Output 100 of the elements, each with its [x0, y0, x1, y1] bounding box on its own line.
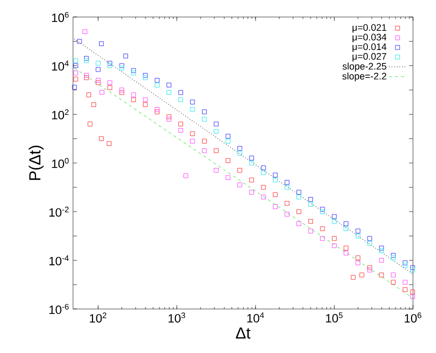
point: [320, 226, 325, 232]
x-axis-title: Δt: [236, 327, 250, 339]
point: [96, 67, 100, 72]
point: [272, 192, 278, 197]
point: [379, 246, 384, 250]
point: [178, 97, 184, 102]
x-tick-label: 10$^{5}$: [326, 312, 343, 322]
point: [390, 280, 396, 285]
point: [131, 97, 136, 102]
point: [344, 226, 348, 232]
point: [249, 160, 254, 166]
point: [332, 214, 337, 219]
point: [390, 272, 396, 278]
point: [226, 175, 230, 180]
point: [190, 107, 195, 112]
point: [214, 122, 219, 126]
point: [284, 180, 290, 185]
point: [202, 138, 207, 144]
x-tick-label: 10$^{3}$: [168, 312, 186, 323]
point: [190, 131, 195, 136]
point: [332, 243, 337, 248]
point: [261, 166, 266, 170]
point: [190, 138, 195, 144]
point: [73, 58, 78, 64]
point: [402, 262, 408, 268]
point: [261, 194, 266, 200]
point: [178, 128, 184, 133]
point: [226, 158, 230, 163]
point: [249, 178, 254, 182]
point: [308, 197, 313, 202]
y-tick-label: 10$^{0}$: [52, 158, 69, 168]
point: [107, 63, 112, 68]
point: [84, 72, 89, 78]
y-axis-title: P(Δt): [28, 146, 44, 180]
point: [237, 150, 242, 156]
point: [367, 240, 372, 246]
legend-label: slope-2.25: [342, 62, 386, 72]
point: [84, 75, 89, 80]
point: [379, 248, 384, 253]
point: [237, 168, 242, 173]
point: [166, 114, 172, 120]
point: [107, 85, 112, 90]
point: [332, 236, 337, 241]
point: [96, 78, 100, 83]
point: [296, 190, 302, 195]
point: [402, 280, 408, 285]
point: [356, 234, 360, 238]
x-tick-label: 10$^{6}$: [404, 312, 422, 323]
point: [202, 110, 207, 114]
y-tick-label: 10$^{-2}$: [49, 206, 69, 217]
y-tick-label: 10$^{-6}$: [49, 304, 69, 314]
point: [166, 82, 172, 88]
point: [332, 218, 337, 224]
point: [178, 90, 184, 95]
x-tick-label: 10$^{4}$: [247, 312, 264, 322]
legend-label: slope=-2.2: [342, 72, 386, 82]
point: [272, 178, 278, 182]
point: [320, 209, 325, 214]
point: [308, 218, 313, 224]
point: [178, 122, 184, 126]
y-tick-label: 10$^{6}$: [52, 12, 69, 22]
point: [154, 110, 160, 114]
point: [84, 56, 89, 61]
point: [96, 80, 100, 86]
point: [390, 253, 396, 258]
legend-label: μ=0.027: [352, 53, 386, 62]
point: [367, 268, 372, 272]
point: [356, 260, 360, 266]
point: [284, 184, 290, 190]
point: [237, 146, 242, 151]
point: [154, 82, 160, 88]
point: [344, 250, 348, 256]
point: [344, 246, 348, 250]
point: [214, 168, 219, 173]
point: [284, 200, 290, 206]
point: [308, 202, 313, 207]
point: [166, 90, 172, 95]
point: [402, 287, 408, 292]
legend-label: μ=0.014: [352, 43, 386, 52]
point: [296, 221, 302, 226]
point: [379, 272, 384, 278]
point: [296, 194, 302, 200]
point: [249, 190, 254, 195]
point: [131, 70, 136, 76]
point: [390, 256, 396, 260]
point: [308, 228, 313, 234]
point: [202, 116, 207, 122]
point: [261, 170, 266, 176]
point: [107, 60, 112, 66]
point: [73, 63, 78, 68]
x-tick-label: 10$^{2}$: [90, 312, 106, 323]
point: [73, 70, 78, 76]
point: [119, 90, 124, 95]
point: [166, 116, 172, 122]
point: [249, 156, 254, 160]
legend-label: μ=0.021: [352, 24, 386, 33]
point: [142, 97, 148, 102]
point: [202, 148, 207, 154]
point: [96, 60, 100, 66]
point: [154, 78, 160, 83]
